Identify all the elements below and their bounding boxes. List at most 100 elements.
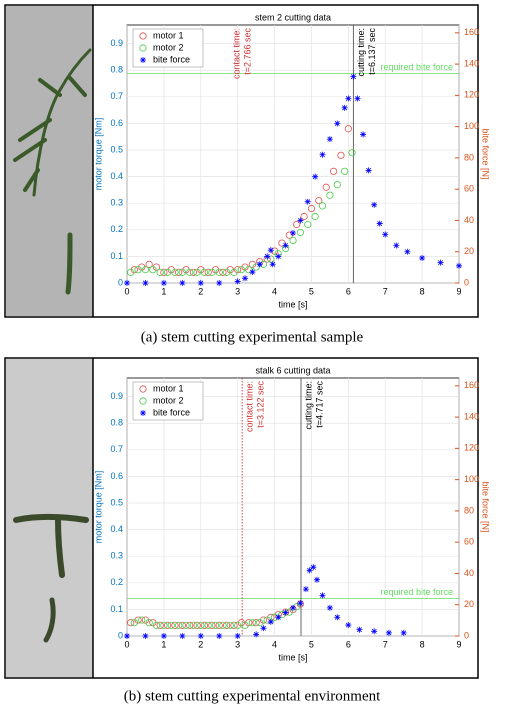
caption: (b) stem cutting experimental environmen…: [124, 688, 381, 704]
marker: [241, 621, 249, 629]
marker: [345, 622, 352, 629]
y-tick-label: 0.5: [110, 144, 123, 154]
marker: [302, 586, 309, 593]
legend-label: motor 1: [153, 383, 184, 393]
marker: [242, 275, 249, 282]
marker: [278, 239, 286, 247]
marker: [297, 217, 304, 224]
marker: [275, 253, 282, 260]
marker: [134, 266, 142, 274]
marker: [171, 621, 179, 629]
marker: [267, 618, 274, 625]
marker: [223, 268, 231, 276]
marker: [171, 268, 179, 276]
legend-marker: [139, 397, 147, 405]
marker: [259, 616, 268, 624]
x-tick-label: 1: [161, 639, 166, 649]
marker: [326, 136, 333, 143]
marker: [285, 231, 293, 239]
marker: [282, 242, 289, 249]
marker: [138, 263, 146, 271]
event-label: contact time:: [231, 28, 241, 79]
marker: [318, 202, 327, 210]
y2-tick-label: 20: [464, 246, 474, 256]
marker: [200, 621, 209, 629]
marker: [230, 621, 238, 629]
y2-tick-label: 40: [464, 568, 474, 578]
y2-tick-label: 140: [464, 58, 479, 68]
marker: [156, 268, 164, 276]
x-tick-label: 5: [309, 286, 314, 296]
y-tick-label: 0.6: [110, 471, 123, 481]
marker: [400, 629, 407, 636]
marker: [293, 603, 301, 611]
x-tick-label: 4: [272, 286, 277, 296]
y-tick-label: 0.8: [110, 418, 123, 428]
marker: [130, 619, 138, 627]
y-tick-label: 0.4: [110, 524, 123, 534]
marker: [376, 220, 383, 227]
event-label: cutting time:: [356, 28, 366, 77]
marker: [234, 621, 242, 629]
marker: [234, 266, 242, 274]
y2-tick-label: 160: [464, 27, 479, 37]
series: [130, 125, 352, 276]
marker: [256, 619, 264, 627]
y2-tick-label: 0: [464, 277, 469, 287]
legend-marker: [139, 32, 147, 40]
marker: [290, 604, 296, 611]
marker: [182, 621, 190, 629]
marker: [226, 621, 234, 629]
marker: [334, 120, 341, 127]
marker: [156, 621, 164, 629]
marker: [197, 621, 205, 629]
marker: [167, 266, 175, 274]
y2-axis-label: bite force [N]: [481, 481, 491, 532]
marker: [211, 266, 220, 274]
marker: [371, 201, 378, 208]
required-label: required bite force: [380, 62, 453, 72]
marker: [385, 629, 392, 636]
photo: [6, 6, 93, 316]
marker: [197, 633, 204, 639]
marker: [179, 280, 186, 286]
x-tick-label: 2: [198, 639, 203, 649]
marker: [278, 611, 286, 619]
marker: [264, 253, 271, 260]
y-tick-label: 0.7: [110, 444, 123, 454]
required-label: required bite force: [380, 587, 453, 597]
legend-label: motor 2: [153, 395, 184, 405]
marker: [182, 266, 190, 274]
marker: [204, 621, 212, 629]
marker: [219, 621, 227, 629]
chart-title: stalk 6 cutting data: [255, 365, 330, 375]
marker: [127, 268, 135, 276]
marker: [393, 242, 400, 249]
marker: [178, 621, 186, 629]
y-tick-label: 0.2: [110, 224, 123, 234]
legend-marker: [139, 44, 147, 52]
y-tick-label: 0.9: [110, 391, 123, 401]
y-tick-label: 0.8: [110, 65, 123, 75]
marker: [163, 621, 172, 629]
marker: [311, 212, 319, 221]
y-tick-label: 0.1: [110, 251, 123, 261]
marker: [175, 621, 183, 629]
x-tick-label: 9: [456, 639, 461, 649]
marker: [296, 228, 304, 237]
marker: [248, 260, 257, 268]
series: [127, 600, 304, 629]
y2-tick-label: 80: [464, 505, 474, 515]
marker: [141, 616, 150, 624]
y-axis-label: motor torque [Nm]: [93, 471, 103, 544]
y-tick-label: 0.6: [110, 118, 123, 128]
x-tick-label: 5: [309, 639, 314, 649]
y-tick-label: 0.3: [110, 551, 123, 561]
legend-label: bite force: [153, 54, 190, 64]
marker: [167, 621, 175, 629]
marker: [256, 261, 263, 268]
y2-tick-label: 20: [464, 599, 474, 609]
marker: [253, 631, 260, 638]
marker: [160, 268, 168, 276]
y2-axis-label: bite force [N]: [481, 128, 491, 179]
